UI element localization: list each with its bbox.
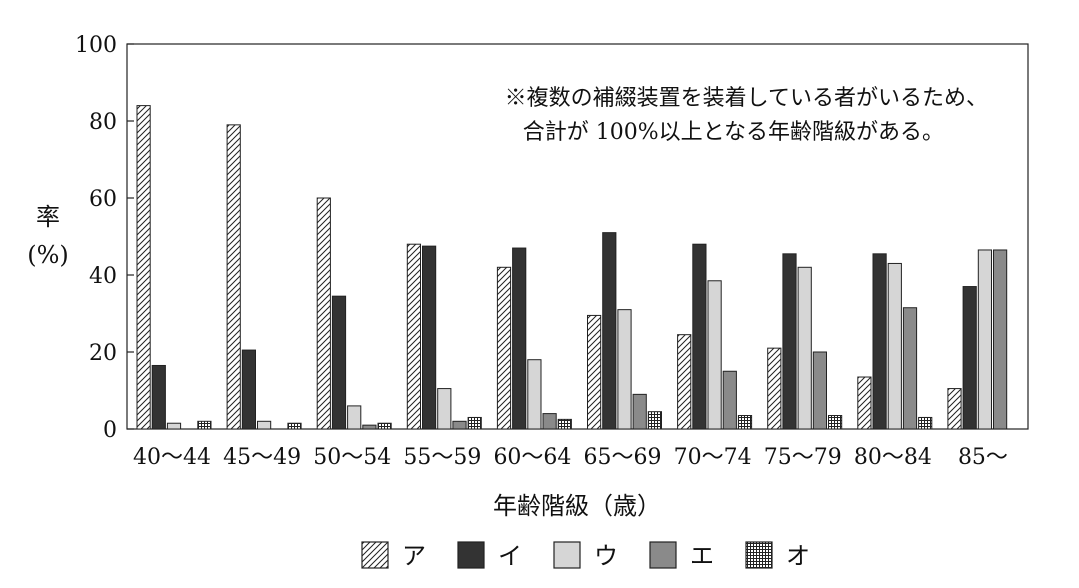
note-line-2: 合計が 100%以上となる年齢階級がある。 <box>523 120 944 145</box>
x-tick-label: 85～ <box>958 445 1008 470</box>
bar <box>257 420 272 430</box>
bar <box>362 424 377 430</box>
x-tick-label: 45～49 <box>223 445 301 470</box>
note-line-1: ※複数の補綴装置を装着している者がいるため、 <box>505 86 988 111</box>
bar <box>557 418 572 430</box>
x-axis: 40～44 45～49 50～54 55～59 60～64 65～69 70～74 75～79… <box>133 445 1008 470</box>
bar <box>737 415 753 430</box>
legend-label: イ <box>498 542 522 570</box>
legend-swatch <box>745 541 773 569</box>
x-axis-title: 年齢階級（歳） <box>493 492 661 520</box>
bar <box>467 416 482 430</box>
x-tick-label: 80～84 <box>854 445 932 470</box>
bar <box>347 405 362 430</box>
x-tick-label: 50～54 <box>313 445 391 470</box>
bar <box>316 197 331 430</box>
bar <box>782 253 797 430</box>
legend-label: エ <box>690 542 714 570</box>
x-tick-label: 60～64 <box>493 445 571 470</box>
bar <box>422 245 437 430</box>
bar <box>872 253 887 430</box>
bars-group <box>136 105 1008 430</box>
bar <box>527 359 542 430</box>
bar <box>677 334 692 430</box>
y-tick-label: 0 <box>103 418 117 443</box>
legend-swatch <box>361 541 389 569</box>
plot-area <box>126 43 1029 430</box>
bar <box>767 347 782 430</box>
y-axis: 0 20 40 60 80 100 <box>75 33 134 443</box>
bar <box>857 376 872 430</box>
bar <box>226 124 241 430</box>
bar <box>437 388 452 430</box>
bar <box>692 243 707 430</box>
bar <box>166 422 182 430</box>
annotation-note: ※複数の補綴装置を装着している者がいるため、 合計が 100%以上となる年齢階級… <box>505 86 988 145</box>
bar <box>962 286 977 430</box>
bar <box>993 249 1008 430</box>
legend-label: ウ <box>594 542 618 570</box>
legend-label: オ <box>786 542 810 570</box>
bar <box>828 415 843 430</box>
x-tick-label: 55～59 <box>403 445 481 470</box>
bar <box>632 393 647 430</box>
x-tick-label: 40～44 <box>133 445 211 470</box>
legend-swatch <box>457 541 485 569</box>
x-tick-label: 75～79 <box>764 445 842 470</box>
y-tick-label: 100 <box>75 33 117 58</box>
bar <box>602 232 617 430</box>
bar <box>918 416 933 430</box>
bar <box>587 314 602 430</box>
bar <box>542 413 557 430</box>
plot-border <box>126 43 1029 430</box>
bar <box>151 364 166 430</box>
y-tick-label: 20 <box>89 341 117 366</box>
legend-label: ア <box>402 542 426 570</box>
bar <box>496 266 512 430</box>
x-tick-label: 65～69 <box>584 445 662 470</box>
y-tick-label: 60 <box>89 187 117 212</box>
bar <box>647 411 662 430</box>
bar <box>136 105 151 430</box>
x-tick-label: 70～74 <box>674 445 752 470</box>
bar <box>331 295 347 430</box>
bar <box>887 262 902 430</box>
legend-swatch <box>553 541 581 569</box>
bar <box>617 309 632 430</box>
bar <box>377 422 392 430</box>
bar <box>797 266 812 430</box>
bar <box>902 307 918 430</box>
bar <box>287 422 302 430</box>
bar <box>977 249 992 430</box>
y-axis-title: 率 (%) <box>27 203 69 269</box>
y-axis-title-line-2: (%) <box>27 241 69 269</box>
y-tick-label: 80 <box>89 110 117 135</box>
bar <box>197 420 212 430</box>
legend: アイウエオ <box>361 541 810 570</box>
bar <box>512 247 527 430</box>
y-axis-title-line-1: 率 <box>36 203 60 231</box>
y-tick-label: 40 <box>89 264 117 289</box>
bar <box>707 280 722 430</box>
bar <box>812 351 827 430</box>
bar <box>947 388 962 430</box>
legend-swatch <box>649 541 677 569</box>
bar <box>406 243 421 430</box>
bar <box>722 370 737 430</box>
bar <box>452 420 467 430</box>
bar <box>241 349 257 430</box>
